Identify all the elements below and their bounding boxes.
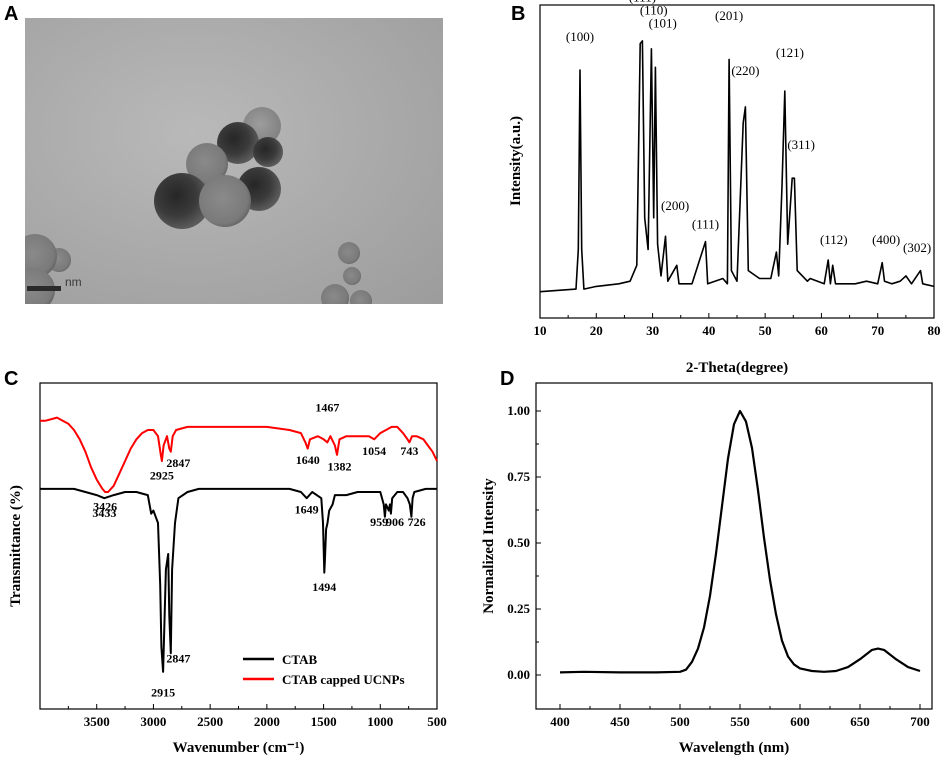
- pl-y-tick-label: 0.75: [507, 469, 530, 484]
- ftir-peak-label: 1054: [362, 444, 386, 458]
- pl-x-tick-label: 400: [550, 714, 570, 729]
- pl-x-tick-label: 500: [670, 714, 690, 729]
- xrd-peak-label: (110): [640, 3, 668, 18]
- ftir-peak-label: 3433: [92, 506, 116, 520]
- pl-x-tick-label: 650: [850, 714, 870, 729]
- nanoparticle: [25, 234, 57, 278]
- xrd-peak-label: (100): [566, 29, 594, 44]
- nanoparticle: [338, 242, 360, 264]
- xrd-y-axis-title: Intensity(a.u.): [508, 116, 524, 206]
- pl-y-axis-title: Normalized Intensity: [481, 478, 497, 614]
- pl-x-tick-label: 450: [610, 714, 630, 729]
- ftir-x-tick-label: 500: [427, 714, 447, 729]
- ftir-peak-label: 2847: [166, 652, 190, 666]
- ftir-x-tick-label: 1500: [311, 714, 337, 729]
- ftir-x-tick-label: 3500: [84, 714, 110, 729]
- xrd-x-tick-label: 80: [928, 323, 941, 338]
- ftir-legend-label: CTAB capped UCNPs: [282, 672, 405, 687]
- nanoparticle: [154, 173, 210, 229]
- xrd-x-tick-label: 20: [590, 323, 603, 338]
- ftir-x-axis-title: Wavenumber (cm⁻¹): [173, 740, 305, 756]
- ftir-peak-label: 1467: [315, 400, 339, 414]
- ftir-peak-label: 1649: [295, 503, 319, 517]
- ftir-peak-label: 2915: [151, 686, 175, 700]
- ftir-x-tick-label: 1000: [367, 714, 393, 729]
- ftir-peak-label: 1382: [327, 459, 351, 473]
- pl-y-tick-label: 1.00: [507, 403, 530, 418]
- ftir-x-tick-label: 2000: [254, 714, 280, 729]
- pl-spectrum-line: [559, 409, 921, 674]
- xrd-x-tick-label: 10: [534, 323, 547, 338]
- xrd-x-tick-label: 40: [702, 323, 715, 338]
- nanoparticle: [217, 122, 259, 164]
- ftir-peak-label: 906: [386, 515, 404, 529]
- xrd-peak-label: (111): [629, 0, 656, 4]
- tem-micrograph: nm: [25, 18, 443, 304]
- ftir-legend-label: CTAB: [282, 652, 317, 667]
- ftir-peak-label: 2847: [166, 456, 190, 470]
- nanoparticle: [321, 284, 349, 304]
- scale-bar: [27, 286, 61, 291]
- xrd-peak-label: (111): [692, 216, 719, 231]
- pl-x-axis-title: Wavelength (nm): [679, 740, 789, 756]
- ftir-peak-label: 1494: [312, 580, 336, 594]
- xrd-peak-label: (101): [649, 16, 677, 31]
- tem-particles: nm: [25, 107, 372, 304]
- ftir-peak-label: 743: [400, 444, 418, 458]
- panel-label-b: B: [511, 3, 526, 25]
- xrd-peak-label: (311): [787, 137, 815, 152]
- ftir-series-line: [40, 487, 437, 673]
- ftir-plot-frame: [39, 382, 438, 710]
- xrd-peak-label: (302): [903, 240, 931, 255]
- panel-label-c: C: [4, 368, 19, 390]
- ftir-y-axis-title: Transmittance (%): [8, 485, 24, 607]
- ftir-peak-label: 3426: [93, 500, 117, 514]
- xrd-x-tick-label: 70: [871, 323, 884, 338]
- nanoparticle: [199, 175, 251, 227]
- ftir-peak-label: 959: [370, 515, 388, 529]
- nanoparticle: [350, 290, 372, 304]
- xrd-pattern-line: [539, 40, 935, 293]
- ftir-peak-label: 726: [408, 515, 426, 529]
- panel-label-a: A: [4, 3, 19, 25]
- nanoparticle: [253, 137, 283, 167]
- xrd-peak-label: (220): [731, 63, 759, 78]
- pl-x-tick-label: 700: [910, 714, 930, 729]
- xrd-x-axis-title: 2-Theta(degree): [686, 360, 788, 376]
- pl-y-tick-label: 0.50: [507, 535, 530, 550]
- xrd-peak-label: (201): [715, 8, 743, 23]
- panel-label-d: D: [500, 368, 515, 390]
- ftir-peak-label: 1640: [296, 453, 320, 467]
- ftir-x-tick-label: 2500: [197, 714, 223, 729]
- ftir-peak-label: 2925: [150, 469, 174, 483]
- xrd-peak-label: (112): [820, 232, 848, 247]
- ftir-x-tick-label: 3000: [140, 714, 166, 729]
- scale-bar-label: nm: [65, 275, 82, 289]
- ftir-series-line: [40, 416, 438, 493]
- xrd-x-tick-label: 30: [646, 323, 659, 338]
- xrd-peak-label: (200): [661, 198, 689, 213]
- pl-x-tick-label: 550: [730, 714, 750, 729]
- xrd-x-tick-label: 60: [815, 323, 828, 338]
- pl-x-tick-label: 600: [790, 714, 810, 729]
- nanoparticle: [186, 143, 228, 185]
- xrd-x-tick-label: 50: [759, 323, 772, 338]
- xrd-peak-label: (121): [776, 45, 804, 60]
- nanoparticle: [343, 267, 361, 285]
- pl-plot-frame: [535, 382, 933, 710]
- pl-y-tick-label: 0.25: [507, 601, 530, 616]
- pl-y-tick-label: 0.00: [507, 667, 530, 682]
- xrd-peak-label: (400): [872, 232, 900, 247]
